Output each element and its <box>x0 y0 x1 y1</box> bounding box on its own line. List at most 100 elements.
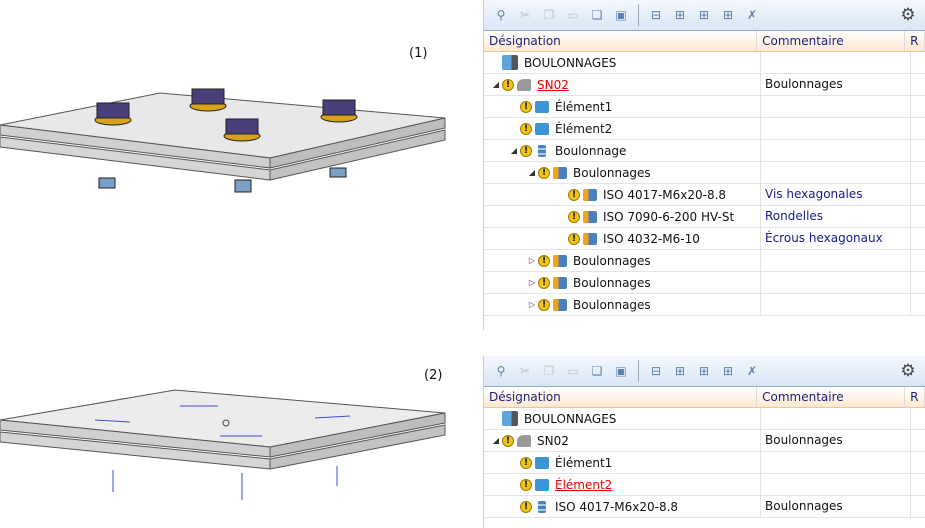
tree-row[interactable]: ◢! SN02 Boulonnages <box>484 430 925 452</box>
block-icon <box>535 456 549 469</box>
tree-row[interactable]: ! ISO 4017-M6x20-8.8 Boulonnages <box>484 496 925 518</box>
clear-sort-icon[interactable]: ✗ <box>746 364 758 378</box>
cut-icon[interactable]: ✂ <box>519 8 531 22</box>
tree-row[interactable]: BOULONNAGES <box>484 408 925 430</box>
expand-all-icon[interactable]: ⊞ <box>722 364 734 378</box>
copy-icon[interactable]: ❐ <box>543 8 555 22</box>
row-label: Boulonnage <box>555 143 627 158</box>
paste-icon[interactable]: ▭ <box>567 8 579 22</box>
expand-level-2-icon[interactable]: ⊞ <box>674 8 686 22</box>
block-icon <box>535 478 549 491</box>
expander-icon[interactable]: ▷ <box>528 278 536 287</box>
tree-row[interactable]: ! ISO 4032-M6-10 Écrous hexagonaux <box>484 228 925 250</box>
expand-all-icon[interactable]: ⊞ <box>722 8 734 22</box>
tree-row[interactable]: ! Élément2 <box>484 474 925 496</box>
row-comment: Vis hexagonales <box>761 184 911 205</box>
paste-special-icon[interactable]: ▣ <box>615 364 627 378</box>
toolbar-separator <box>638 360 639 382</box>
clear-sort-icon[interactable]: ✗ <box>746 8 758 22</box>
warning-icon: ! <box>538 298 550 311</box>
expand-level-3-icon[interactable]: ⊞ <box>698 364 710 378</box>
warning-icon: ! <box>568 232 580 245</box>
toolbar-separator <box>638 4 639 26</box>
expand-level-3-icon[interactable]: ⊞ <box>698 8 710 22</box>
column-header: Désignation Commentaire R <box>484 31 925 52</box>
warning-icon: ! <box>520 478 532 491</box>
warning-icon: ! <box>520 456 532 469</box>
row-comment <box>761 294 911 315</box>
row-comment: Boulonnages <box>761 496 911 517</box>
row-label: Élément2 <box>555 121 613 136</box>
tree-row[interactable]: ! ISO 7090-6-200 HV-St Rondelles <box>484 206 925 228</box>
row-label: Élément1 <box>555 455 613 470</box>
collapse-all-icon[interactable]: ⊟ <box>650 364 662 378</box>
expander-icon[interactable]: ▷ <box>528 256 536 265</box>
3d-view-bolted-plates[interactable] <box>0 80 460 200</box>
expander-icon[interactable]: ◢ <box>510 146 518 155</box>
asm-icon <box>583 188 597 201</box>
expander-icon[interactable]: ◢ <box>492 436 500 445</box>
bolt-axes <box>94 405 351 500</box>
row-comment <box>761 162 911 183</box>
row-label: SN02 <box>537 433 569 448</box>
row-comment <box>761 140 911 161</box>
sn-icon <box>517 78 531 91</box>
warning-icon: ! <box>568 210 580 223</box>
gear-icon[interactable]: ⚙ <box>900 361 916 381</box>
warning-icon: ! <box>520 100 532 113</box>
column-header-cell[interactable]: Désignation <box>484 387 758 407</box>
search-icon[interactable]: ⚲ <box>496 364 506 378</box>
tree-row[interactable]: ◢! Boulonnages <box>484 162 925 184</box>
cut-icon[interactable]: ✂ <box>519 364 531 378</box>
asm-icon <box>553 298 567 311</box>
column-header-cell[interactable]: Désignation <box>484 31 758 51</box>
column-header-cell[interactable]: R <box>905 31 925 51</box>
toolbar: ⚲ ✂ ❐ ▭ ❏ ▣ ⊟ ⊞ ⊞ ⊞ ✗ ⚙ <box>484 356 925 387</box>
search-icon[interactable]: ⚲ <box>496 8 506 22</box>
tree-row[interactable]: ◢! Boulonnage <box>484 140 925 162</box>
row-label: Élément1 <box>555 99 613 114</box>
3d-view-simplified-bolts[interactable] <box>0 380 460 500</box>
row-label: SN02 <box>537 77 569 92</box>
tree-row[interactable]: ! Élément1 <box>484 452 925 474</box>
asm-icon <box>553 254 567 267</box>
tree-row[interactable]: ! ISO 4017-M6x20-8.8 Vis hexagonales <box>484 184 925 206</box>
paste-icon[interactable]: ▭ <box>567 364 579 378</box>
asm-icon <box>583 232 597 245</box>
row-label: Boulonnages <box>573 297 651 312</box>
tree-row[interactable]: ▷! Boulonnages <box>484 272 925 294</box>
warning-icon: ! <box>502 434 514 447</box>
tree-row[interactable]: BOULONNAGES <box>484 52 925 74</box>
column-header-cell[interactable]: Commentaire <box>757 387 906 407</box>
expander-icon[interactable]: ◢ <box>492 80 500 89</box>
row-comment <box>761 474 911 495</box>
bolt-icon <box>538 144 546 157</box>
row-comment <box>761 52 911 73</box>
copy-special-icon[interactable]: ❏ <box>591 364 603 378</box>
view-label-1: (1) <box>409 46 428 61</box>
view-label-2: (2) <box>424 368 443 383</box>
copy-special-icon[interactable]: ❏ <box>591 8 603 22</box>
collapse-all-icon[interactable]: ⊟ <box>650 8 662 22</box>
row-label: ISO 4017-M6x20-8.8 <box>603 187 727 202</box>
expand-level-2-icon[interactable]: ⊞ <box>674 364 686 378</box>
tree-row[interactable]: ▷! Boulonnages <box>484 250 925 272</box>
row-label: Boulonnages <box>573 165 651 180</box>
copy-icon[interactable]: ❐ <box>543 364 555 378</box>
sn-icon <box>517 434 531 447</box>
tree-row[interactable]: ◢! SN02 Boulonnages <box>484 74 925 96</box>
row-label: Boulonnages <box>573 253 651 268</box>
tree-panel-2: ⚲ ✂ ❐ ▭ ❏ ▣ ⊟ ⊞ ⊞ ⊞ ✗ ⚙ Désignation Commentaire R BOULO… <box>483 356 925 528</box>
tree-row[interactable]: ! Élément1 <box>484 96 925 118</box>
row-comment <box>761 452 911 473</box>
toolbar: ⚲ ✂ ❐ ▭ ❏ ▣ ⊟ ⊞ ⊞ ⊞ ✗ ⚙ <box>484 0 925 31</box>
tree-row[interactable]: ! Élément2 <box>484 118 925 140</box>
column-header-cell[interactable]: R <box>905 387 925 407</box>
gear-icon[interactable]: ⚙ <box>900 5 916 25</box>
column-header-cell[interactable]: Commentaire <box>757 31 906 51</box>
row-label: ISO 4017-M6x20-8.8 <box>555 499 679 514</box>
tree-row[interactable]: ▷! Boulonnages <box>484 294 925 316</box>
expander-icon[interactable]: ◢ <box>528 168 536 177</box>
expander-icon[interactable]: ▷ <box>528 300 536 309</box>
paste-special-icon[interactable]: ▣ <box>615 8 627 22</box>
